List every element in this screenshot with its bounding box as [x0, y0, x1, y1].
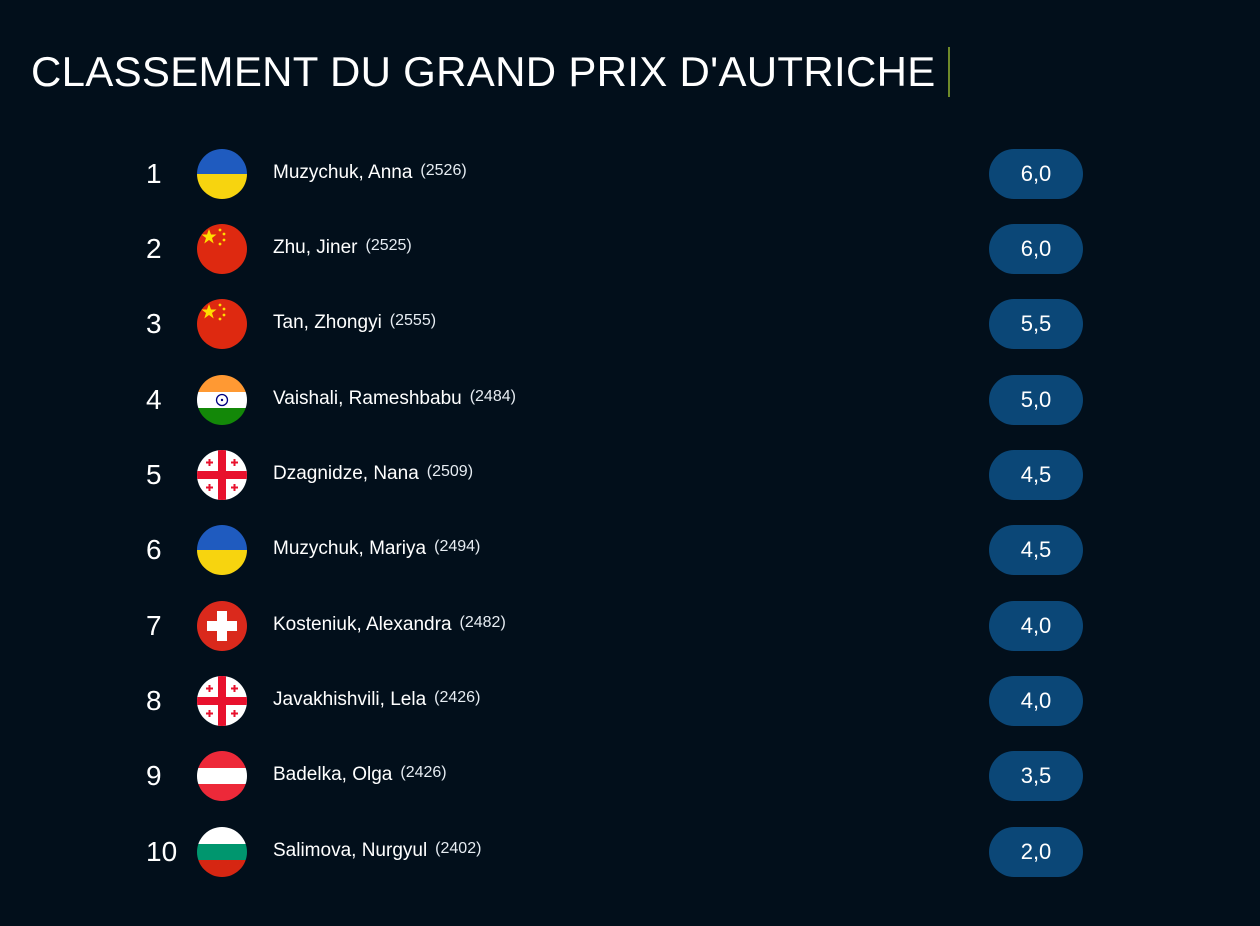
player-rating: (2526) [420, 162, 467, 179]
standings-row: 3 Tan, Zhongyi (2555) 5,5 [0, 298, 1260, 350]
rank-number: 9 [146, 760, 162, 791]
switzerland-flag-icon [197, 601, 247, 651]
score-badge: 4,5 [989, 525, 1083, 575]
header: CLASSEMENT DU GRAND PRIX D'AUTRICHE [31, 46, 950, 98]
score-badge: 5,0 [989, 375, 1083, 425]
china-flag-icon [197, 299, 247, 349]
ukraine-flag-icon [197, 525, 247, 575]
player-name: Vaishali, Rameshbabu (2484) [273, 387, 516, 412]
rank-number: 5 [146, 459, 162, 490]
score-badge: 4,0 [989, 601, 1083, 651]
standings-row: 2 Zhu, Jiner (2525) 6,0 [0, 223, 1260, 275]
standings-row: 5 Dzagnidze, Nana (2509) 4,5 [0, 449, 1260, 501]
player-name: Muzychuk, Mariya (2494) [273, 537, 480, 562]
player-rating: (2402) [435, 840, 482, 857]
player-name: Tan, Zhongyi (2555) [273, 311, 436, 336]
rank-number: 2 [146, 233, 162, 264]
player-name-text: Kosteniuk, Alexandra [273, 614, 452, 635]
page-title: CLASSEMENT DU GRAND PRIX D'AUTRICHE [31, 48, 936, 95]
player-name-text: Vaishali, Rameshbabu [273, 388, 462, 409]
player-rating: (2509) [426, 463, 474, 480]
player-rating: (2525) [365, 237, 412, 254]
player-name: Dzagnidze, Nana (2509) [273, 462, 473, 487]
standings-row: 6 Muzychuk, Mariya (2494) 4,5 [0, 524, 1260, 576]
rank-number: 3 [146, 308, 162, 339]
score-badge: 3,5 [989, 751, 1083, 801]
player-name: Muzychuk, Anna (2526) [273, 161, 467, 186]
georgia-flag-icon [197, 676, 247, 726]
player-name: Salimova, Nurgyul (2402) [273, 839, 481, 864]
standings-row: 1 Muzychuk, Anna (2526) 6,0 [0, 148, 1260, 200]
score-badge: 2,0 [989, 827, 1083, 877]
player-rating: (2555) [389, 312, 437, 329]
player-name-text: Muzychuk, Mariya [273, 538, 427, 559]
ukraine-flag-icon [197, 149, 247, 199]
georgia-flag-icon [197, 450, 247, 500]
score-badge: 6,0 [989, 149, 1083, 199]
player-name-text: Salimova, Nurgyul [273, 840, 428, 861]
player-name: Zhu, Jiner (2525) [273, 236, 412, 261]
player-rating: (2426) [400, 764, 447, 781]
austria-flag-icon [197, 751, 247, 801]
rank-number: 7 [146, 610, 162, 641]
title-accent-bar [947, 47, 950, 97]
rank-number: 8 [146, 685, 162, 716]
player-name-text: Tan, Zhongyi [273, 312, 382, 333]
player-name: Javakhishvili, Lela (2426) [273, 688, 480, 713]
rank-number: 10 [146, 836, 178, 867]
bulgaria-flag-icon [197, 827, 247, 877]
score-badge: 4,5 [989, 450, 1083, 500]
standings-row: 8 Javakhishvili, Lela (2426) 4,0 [0, 675, 1260, 727]
standings-row: 4 Vaishali, Rameshbabu (2484) 5,0 [0, 374, 1260, 426]
rank-number: 6 [146, 534, 162, 565]
player-name-text: Badelka, Olga [273, 764, 393, 785]
player-name: Kosteniuk, Alexandra (2482) [273, 613, 506, 638]
score-badge: 5,5 [989, 299, 1083, 349]
player-name: Badelka, Olga (2426) [273, 763, 447, 788]
standings-row: 9 Badelka, Olga (2426) 3,5 [0, 750, 1260, 802]
player-rating: (2484) [469, 388, 516, 405]
player-name-text: Dzagnidze, Nana [273, 463, 419, 484]
score-badge: 4,0 [989, 676, 1083, 726]
player-rating: (2482) [459, 614, 506, 631]
score-badge: 6,0 [989, 224, 1083, 274]
player-name-text: Javakhishvili, Lela [273, 689, 427, 710]
china-flag-icon [197, 224, 247, 274]
standings-row: 10 Salimova, Nurgyul (2402) 2,0 [0, 826, 1260, 878]
rank-number: 1 [146, 158, 162, 189]
player-rating: (2494) [434, 538, 481, 555]
player-name-text: Muzychuk, Anna [273, 162, 413, 183]
rank-number: 4 [146, 384, 162, 415]
player-name-text: Zhu, Jiner [273, 237, 358, 258]
india-flag-icon [197, 375, 247, 425]
standings-row: 7 Kosteniuk, Alexandra (2482) 4,0 [0, 600, 1260, 652]
player-rating: (2426) [434, 689, 481, 706]
